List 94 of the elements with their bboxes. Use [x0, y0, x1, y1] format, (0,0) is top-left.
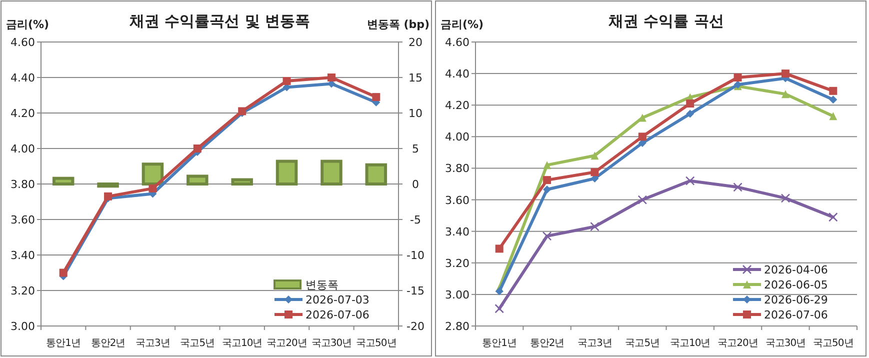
point [828, 212, 838, 222]
point [686, 110, 694, 118]
y-axis-title: 금리(%) [6, 18, 50, 31]
y-tick-label: 4.60 [445, 36, 470, 49]
x-tick-label: 통안1년 [482, 338, 517, 349]
y2-tick-label: 5 [412, 142, 419, 156]
legend-label: 2026-07-06 [306, 308, 370, 322]
bar [365, 163, 388, 186]
y2-tick-label: -10 [406, 249, 424, 262]
bar [52, 176, 74, 186]
point [781, 70, 790, 78]
y2-tick-label: 10 [408, 107, 422, 120]
y-tick-label: 3.40 [10, 249, 35, 262]
x-tick-label: 국고30년 [311, 338, 352, 349]
x-tick-label: 국고20년 [266, 338, 307, 349]
chart-title: 채권 수익률곡선 및 변동폭 [128, 12, 310, 30]
x-tick-label: 통안2년 [90, 338, 126, 349]
x-tick-label: 국고5년 [625, 338, 660, 349]
point [829, 96, 838, 104]
point [780, 194, 790, 203]
bar [142, 162, 164, 186]
y-tick-label: 4.60 [10, 36, 35, 49]
x-tick-label: 국고50년 [813, 338, 854, 349]
point [495, 287, 504, 296]
y-axis-title: 금리(%) [440, 18, 484, 31]
point [542, 231, 552, 241]
point [734, 74, 742, 82]
point [685, 176, 695, 186]
bar [231, 178, 253, 186]
legend-label: 2026-06-05 [764, 278, 828, 292]
y-tick-label: 3.20 [10, 284, 35, 298]
point [148, 184, 157, 192]
point [590, 222, 600, 232]
y-tick-label: 3.80 [10, 178, 35, 191]
y-tick-label: 3.60 [10, 214, 35, 226]
y-tick-label: 4.20 [445, 99, 470, 112]
y2-tick-label: 15 [408, 72, 422, 84]
y-tick-label: 4.00 [10, 142, 35, 156]
x-tick-label: 국고10년 [222, 338, 262, 349]
x-tick-label: 국고3년 [578, 338, 612, 349]
point [193, 144, 202, 152]
y-tick-label: 3.40 [445, 225, 470, 238]
point [733, 182, 742, 192]
x-tick-label: 국고30년 [765, 338, 806, 349]
point [590, 152, 599, 160]
bar [186, 174, 208, 186]
x-tick-label: 국고5년 [180, 338, 215, 349]
point [282, 77, 291, 86]
x-tick-label: 통안1년 [46, 338, 81, 349]
chart-title: 채권 수익률 곡선 [608, 12, 724, 30]
point [59, 268, 68, 277]
bar [320, 160, 342, 186]
x-tick-label: 국고3년 [136, 338, 170, 349]
y-tick-label: 4.40 [445, 68, 470, 81]
y-tick-label: 3.80 [445, 162, 470, 176]
y-tick-label: 4.40 [10, 72, 35, 84]
y2-tick-label: 0 [412, 178, 419, 191]
x-tick-label: 국고10년 [670, 338, 710, 349]
point [638, 195, 648, 204]
point [781, 90, 790, 98]
legend-label: 2026-06-29 [764, 294, 828, 306]
y2-tick-label: 20 [408, 36, 422, 49]
y2-axis-title: 변동폭 (bp) [366, 18, 430, 31]
point [327, 74, 336, 82]
bar [276, 160, 298, 186]
y-tick-label: 2.80 [445, 320, 470, 333]
y-tick-label: 4.20 [10, 107, 35, 120]
legend-label: 2026-07-03 [306, 294, 370, 306]
y-tick-label: 3.00 [10, 320, 35, 333]
x-tick-label: 국고50년 [356, 338, 396, 349]
point [372, 93, 380, 102]
y2-tick-label: -20 [406, 320, 424, 333]
y-tick-label: 3.00 [445, 288, 470, 302]
bar [97, 182, 119, 188]
point [829, 86, 838, 95]
point [686, 100, 694, 108]
point [543, 161, 552, 170]
point [590, 168, 599, 176]
y-tick-label: 3.60 [445, 194, 470, 207]
y2-tick-label: -15 [406, 284, 424, 298]
y-tick-label: 3.20 [445, 256, 470, 270]
point [495, 244, 504, 253]
legend-label: 2026-07-06 [764, 308, 828, 322]
x-tick-label: 통안2년 [530, 338, 564, 349]
y-tick-label: 4.00 [445, 130, 470, 144]
x-tick-label: 국고20년 [718, 338, 758, 349]
point [829, 112, 838, 120]
point [543, 176, 552, 184]
legend-label: 변동폭 [306, 278, 338, 292]
y2-tick-label: -5 [410, 214, 421, 226]
point [543, 186, 552, 194]
point [638, 132, 646, 141]
point [494, 304, 504, 314]
legend-label: 2026-04-06 [764, 264, 828, 276]
